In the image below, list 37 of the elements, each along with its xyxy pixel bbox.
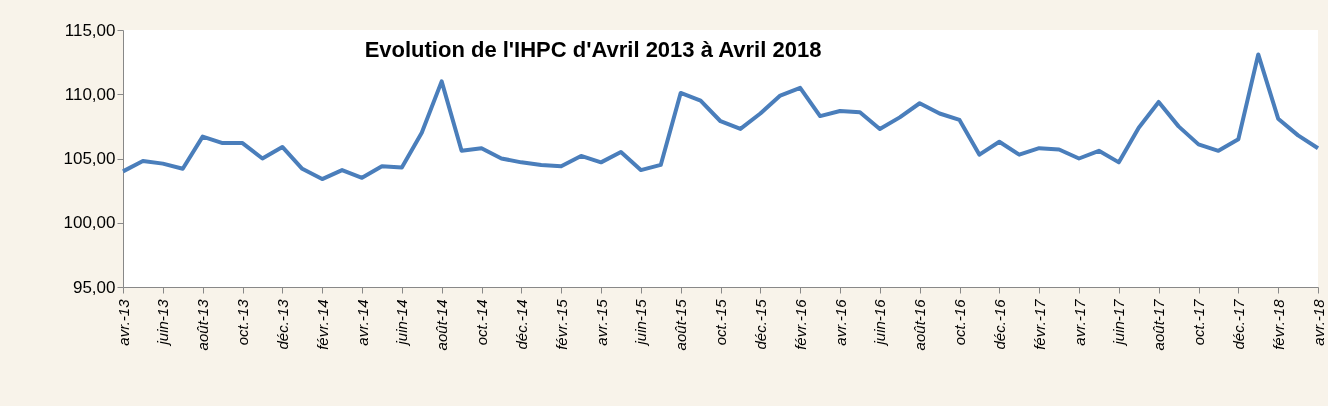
y-tick-label: 100,00 — [63, 213, 116, 233]
x-tick-label: févr.-16 — [791, 298, 809, 350]
x-tick-label: août-17 — [1150, 298, 1168, 351]
x-tick-label: août-15 — [672, 298, 690, 351]
x-tick-label: avr.-18 — [1309, 298, 1327, 346]
x-tick-label: oct.-17 — [1190, 298, 1207, 346]
x-tick-label: déc.-16 — [990, 298, 1008, 350]
x-tick-label: août-13 — [194, 298, 212, 351]
x-tick-label: avr.-13 — [114, 298, 132, 346]
x-tick-label: févr.-14 — [313, 299, 331, 350]
x-tick-label: août-16 — [911, 298, 929, 351]
x-tick-label: juin-16 — [871, 298, 889, 347]
x-tick-label: oct.-13 — [234, 298, 251, 346]
x-tick-label: avr.-15 — [592, 298, 610, 346]
x-tick-label: déc.-17 — [1229, 298, 1247, 350]
chart-title: Evolution de l'IHPC d'Avril 2013 à Avril 2018 — [364, 37, 822, 62]
x-tick-label: oct.-14 — [473, 299, 490, 346]
y-tick-label: 105,00 — [63, 149, 116, 168]
x-tick-label: juin-15 — [632, 298, 650, 347]
x-tick-label: avr.-17 — [1070, 298, 1088, 346]
x-tick-label: oct.-15 — [712, 298, 729, 346]
x-tick-label: oct.-16 — [951, 298, 968, 346]
x-tick-label: avr.-14 — [353, 299, 371, 346]
x-tick-label: juin-14 — [393, 299, 411, 347]
x-tick-label: juin-13 — [154, 298, 172, 347]
x-tick-label: févr.-17 — [1030, 298, 1048, 350]
y-tick-label: 110,00 — [64, 84, 116, 104]
x-tick-label: déc.-13 — [273, 298, 291, 350]
x-tick-label: févr.-18 — [1269, 298, 1287, 350]
y-tick-label: 115,00 — [64, 20, 116, 40]
x-tick-label: avr.-16 — [831, 298, 849, 346]
x-tick-label: déc.-15 — [751, 298, 769, 350]
x-tick-label: déc.-14 — [512, 299, 530, 350]
x-tick-label: août-14 — [433, 299, 451, 351]
x-tick-label: juin-17 — [1110, 298, 1128, 347]
x-tick-label: févr.-15 — [552, 298, 570, 350]
y-tick-label: 95,00 — [72, 277, 116, 297]
